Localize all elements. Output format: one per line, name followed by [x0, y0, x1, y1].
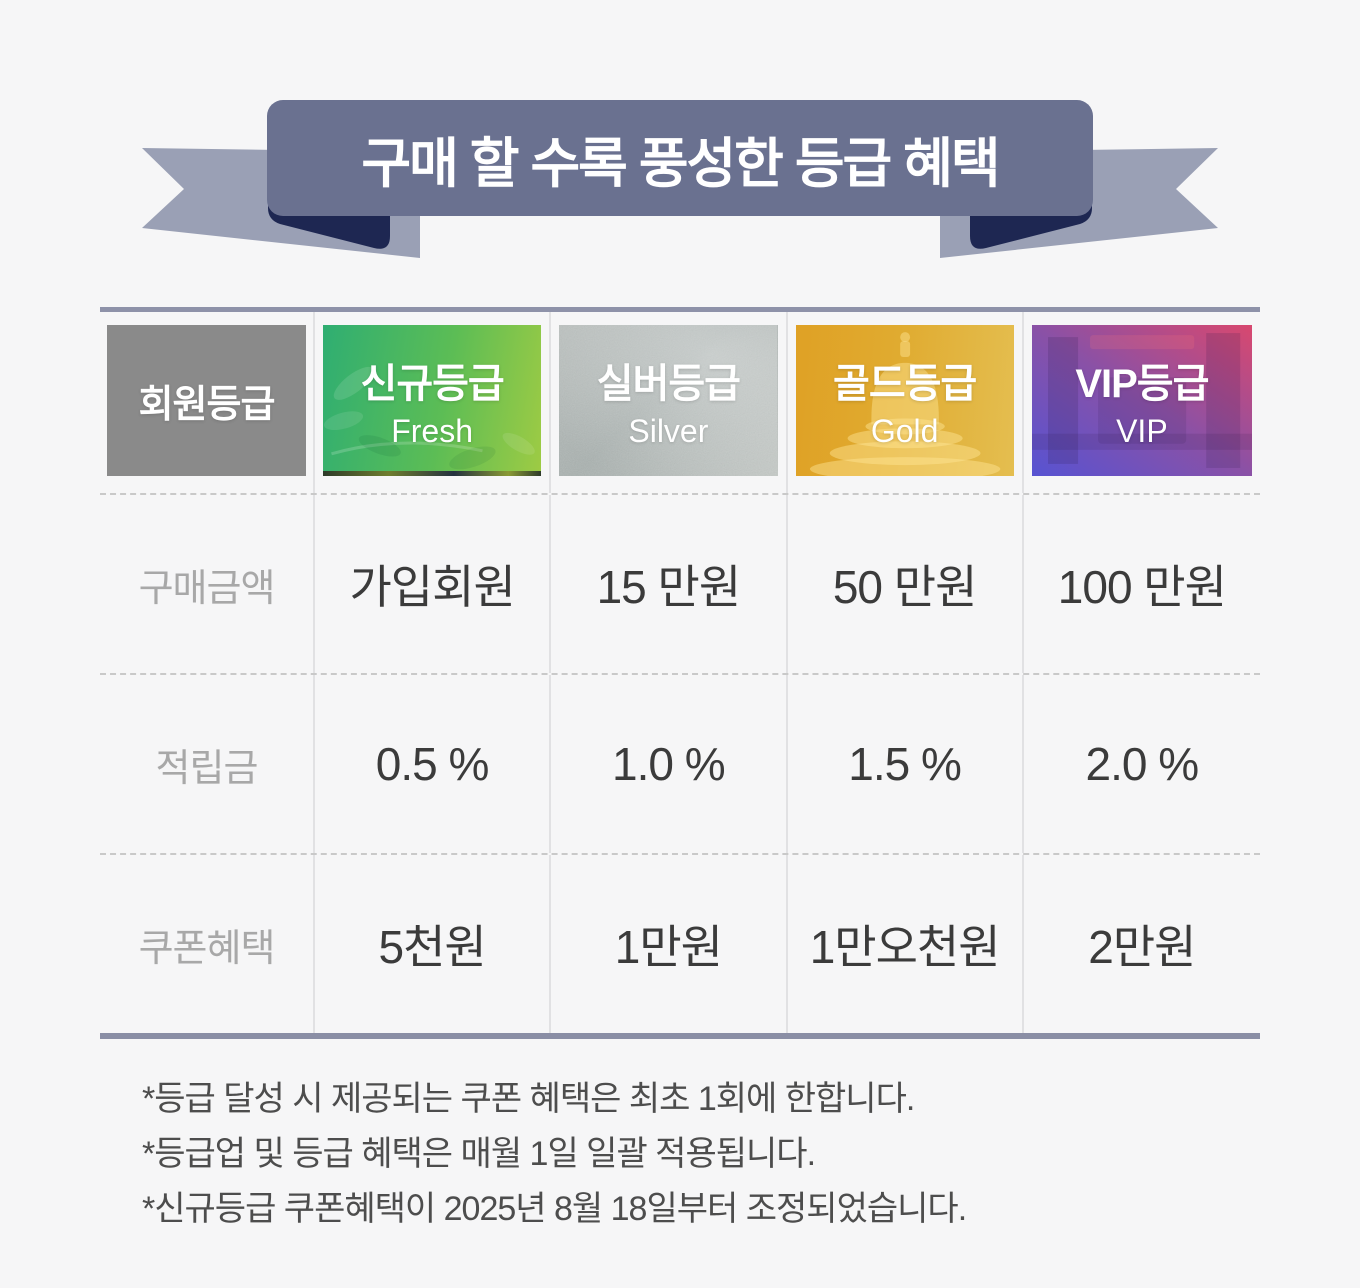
tier-header-cell-silver: 실버등급 Silver — [551, 312, 788, 493]
tier-header-gold: 골드등급 Gold — [795, 325, 1014, 476]
cell-value: 15 만원 — [596, 561, 742, 613]
vip-room-decoration — [1031, 333, 1252, 468]
cell-value: 0.5 % — [375, 738, 490, 790]
tier-subtitle: Silver — [628, 413, 709, 449]
benefits-table: 회원등급 신규등급 Fresh — [100, 307, 1260, 1039]
tier-name: VIP등급 — [1075, 362, 1209, 406]
cell-value: 가입회원 — [349, 561, 515, 613]
leaf-decoration-icon — [323, 366, 535, 470]
banner-title: 구매 할 수록 풍성한 등급 혜택 — [361, 133, 1000, 194]
tier-header-cell-fresh: 신규등급 Fresh — [315, 312, 552, 493]
footnote-line: *등급업 및 등급 혜택은 매월 1일 일괄 적용됩니다. — [142, 1135, 816, 1173]
tier-header-silver: 실버등급 Silver — [559, 325, 778, 476]
footnotes: *등급 달성 시 제공되는 쿠폰 혜택은 최초 1회에 한합니다. *등급업 및… — [142, 1072, 967, 1237]
cell-value: 5천원 — [378, 921, 487, 973]
silver-texture — [559, 325, 778, 476]
ribbon-banner: 구매 할 수록 풍성한 등급 혜택 — [0, 0, 1360, 300]
row-label: 적립금 — [155, 747, 259, 790]
row-reward-points: 적립금 0.5 % 1.0 % 1.5 % 2.0 % — [100, 673, 1260, 853]
tier-name: 실버등급 — [596, 362, 741, 406]
cell-value: 1.0 % — [612, 738, 726, 790]
footnote-line: *신규등급 쿠폰혜택이 2025년 8월 18일부터 조정되었습니다. — [142, 1190, 967, 1228]
cell-value: 50 만원 — [832, 561, 978, 613]
tier-header-cell-gold: 골드등급 Gold — [788, 312, 1024, 493]
cell-value: 1.5 % — [848, 738, 962, 790]
row-purchase-amount: 구매금액 가입회원 15 만원 50 만원 100 만원 — [100, 493, 1260, 673]
tier-subtitle: Fresh — [391, 413, 474, 449]
tier-header-vip: VIP등급 VIP — [1031, 325, 1252, 476]
tier-header-fresh: 신규등급 Fresh — [323, 325, 542, 476]
row-label: 구매금액 — [138, 567, 276, 610]
tier-header-cell-vip: VIP등급 VIP — [1024, 312, 1260, 493]
tier-subtitle: VIP — [1116, 413, 1168, 449]
cell-value: 1만오천원 — [809, 921, 1001, 973]
tier-subtitle: Gold — [870, 413, 939, 449]
photo-edge-strip — [323, 471, 542, 476]
corner-header-label: 회원등급 — [138, 384, 276, 426]
row-coupon-benefit: 쿠폰혜택 5천원 1만원 1만오천원 2만원 — [100, 853, 1260, 1033]
ribbon-center-panel — [267, 100, 1093, 216]
footnote-line: *등급 달성 시 제공되는 쿠폰 혜택은 최초 1회에 한합니다. — [142, 1080, 915, 1118]
cell-value: 2.0 % — [1085, 738, 1200, 790]
corner-header-cell: 회원등급 — [100, 312, 315, 493]
gold-bell-icon — [809, 332, 1000, 476]
corner-header: 회원등급 — [107, 325, 306, 476]
row-label: 쿠폰혜택 — [138, 927, 276, 970]
cell-value: 2만원 — [1088, 921, 1196, 973]
tier-name: 신규등급 — [360, 362, 505, 406]
cell-value: 1만원 — [614, 921, 723, 973]
tier-header-row: 회원등급 신규등급 Fresh — [100, 312, 1260, 493]
tier-name: 골드등급 — [833, 362, 977, 406]
cell-value: 100 만원 — [1057, 561, 1227, 613]
ribbon-shape — [142, 100, 1218, 258]
